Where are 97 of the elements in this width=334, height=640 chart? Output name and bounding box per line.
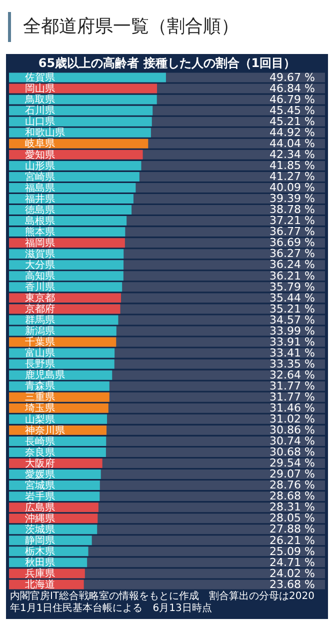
y-tick-label: 三重県	[25, 391, 55, 404]
y-tick-label: 徳島県	[25, 204, 55, 216]
data-label: 35.44 %	[270, 291, 315, 304]
y-tick-label: 福井県	[25, 192, 55, 205]
data-label: 45.21 %	[270, 114, 315, 128]
data-label: 24.02 %	[270, 566, 315, 580]
y-tick-label: 長野県	[25, 359, 55, 370]
data-label: 36.69 %	[270, 236, 315, 250]
data-label: 30.68 %	[270, 446, 315, 459]
y-tick-label: 千葉県	[25, 336, 55, 348]
data-label: 31.02 %	[270, 412, 315, 426]
data-label: 42.34 %	[270, 148, 315, 162]
data-label: 29.54 %	[270, 456, 315, 470]
y-tick-label: 富山県	[25, 347, 55, 360]
chart-title: 全都道府県一覧（割合順）	[8, 12, 334, 42]
y-tick-label: 静岡県	[25, 534, 55, 546]
data-label: 28.68 %	[270, 490, 315, 503]
y-tick-label: 佐賀県	[25, 72, 55, 84]
data-label: 35.79 %	[270, 280, 315, 294]
chart-subtitle: 65歳以上の高齢者 接種した人の割合（1回目）	[37, 55, 297, 72]
data-label: 31.77 %	[270, 379, 315, 392]
y-tick-label: 大分県	[25, 258, 55, 271]
data-label: 28.76 %	[270, 478, 315, 492]
y-tick-label: 高知県	[25, 270, 55, 282]
y-tick-label: 宮城県	[25, 479, 55, 492]
data-label: 33.35 %	[270, 357, 315, 370]
data-label: 24.71 %	[270, 556, 315, 569]
data-label: 36.24 %	[270, 258, 315, 272]
y-tick-label: 兵庫県	[25, 568, 55, 580]
y-tick-label: 神奈川県	[25, 424, 65, 436]
y-tick-label: 島根県	[25, 214, 55, 227]
data-label: 46.84 %	[270, 82, 315, 95]
y-tick-label: 岡山県	[25, 82, 55, 95]
y-tick-label: 東京都	[25, 292, 55, 304]
data-label: 33.91 %	[270, 335, 315, 348]
data-label: 49.67 %	[270, 70, 315, 84]
y-tick-label: 群馬県	[25, 314, 55, 326]
y-tick-label: 北海道	[25, 578, 55, 591]
y-tick-label: 山梨県	[25, 413, 55, 426]
y-tick-label: 栃木県	[25, 546, 55, 558]
data-label: 26.21 %	[270, 534, 315, 547]
data-label: 30.86 %	[270, 424, 315, 437]
y-tick-label: 茨城県	[25, 523, 55, 536]
data-label: 32.64 %	[270, 368, 315, 382]
data-label: 44.92 %	[270, 126, 315, 139]
data-label: 23.68 %	[270, 578, 315, 591]
y-tick-label: 滋賀県	[25, 248, 55, 260]
y-tick-label: 埼玉県	[24, 402, 55, 414]
y-tick-label: 福島県	[25, 182, 55, 194]
data-label: 38.78 %	[270, 203, 315, 216]
data-label: 28.31 %	[270, 500, 315, 514]
data-label: 30.74 %	[270, 434, 315, 448]
data-label: 28.05 %	[270, 512, 315, 525]
data-label: 36.21 %	[270, 269, 315, 282]
y-tick-label: 秋田県	[25, 556, 55, 569]
y-tick-label: 鳥取県	[24, 94, 55, 106]
data-label: 35.21 %	[270, 302, 315, 316]
y-tick-label: 宮崎県	[25, 170, 55, 183]
y-tick-label: 山形県	[25, 160, 55, 172]
y-tick-label: 愛知県	[25, 148, 55, 161]
data-label: 34.57 %	[270, 313, 315, 326]
data-label: 44.04 %	[270, 137, 315, 150]
data-label: 31.77 %	[270, 390, 315, 404]
y-tick-label: 青森県	[25, 380, 55, 392]
y-tick-label: 広島県	[25, 501, 55, 514]
y-tick-label: 大阪府	[25, 457, 55, 470]
y-tick-label: 福岡県	[25, 236, 55, 249]
data-label: 31.46 %	[270, 402, 315, 415]
data-label: 29.07 %	[270, 468, 315, 481]
data-label: 25.09 %	[270, 544, 315, 558]
y-tick-label: 京都府	[25, 303, 55, 316]
data-label: 41.85 %	[270, 159, 315, 172]
y-tick-label: 奈良県	[25, 446, 55, 458]
data-label: 36.27 %	[270, 247, 315, 260]
y-tick-label: 沖縄県	[25, 512, 55, 524]
data-label: 33.41 %	[270, 346, 315, 360]
data-label: 45.45 %	[270, 104, 315, 117]
data-label: 41.27 %	[270, 170, 315, 184]
data-label: 46.79 %	[270, 92, 315, 106]
y-tick-label: 鹿児島県	[25, 369, 65, 382]
data-label: 36.77 %	[270, 225, 315, 238]
data-label: 33.99 %	[270, 324, 315, 338]
y-tick-label: 香川県	[25, 281, 55, 294]
data-label: 39.39 %	[270, 192, 315, 206]
data-label: 27.88 %	[270, 522, 315, 536]
y-tick-label: 和歌山県	[25, 126, 65, 139]
text: 内閣官房IT総合戦略室の情報をもとに作成 割合算出の分母は2020年1月1日住民基本台帳による 6月13日時点	[9, 590, 316, 616]
y-tick-label: 岐阜県	[25, 138, 55, 150]
y-tick-label: 岩手県	[25, 490, 55, 502]
y-tick-label: 新潟県	[25, 325, 55, 338]
y-tick-label: 山口県	[25, 116, 55, 128]
data-label: 37.21 %	[270, 214, 315, 228]
y-tick-label: 熊本県	[25, 226, 55, 238]
y-tick-label: 愛媛県	[25, 468, 55, 480]
y-tick-label: 石川県	[25, 104, 55, 117]
data-label: 40.09 %	[270, 181, 315, 194]
y-tick-label: 長崎県	[25, 435, 55, 448]
